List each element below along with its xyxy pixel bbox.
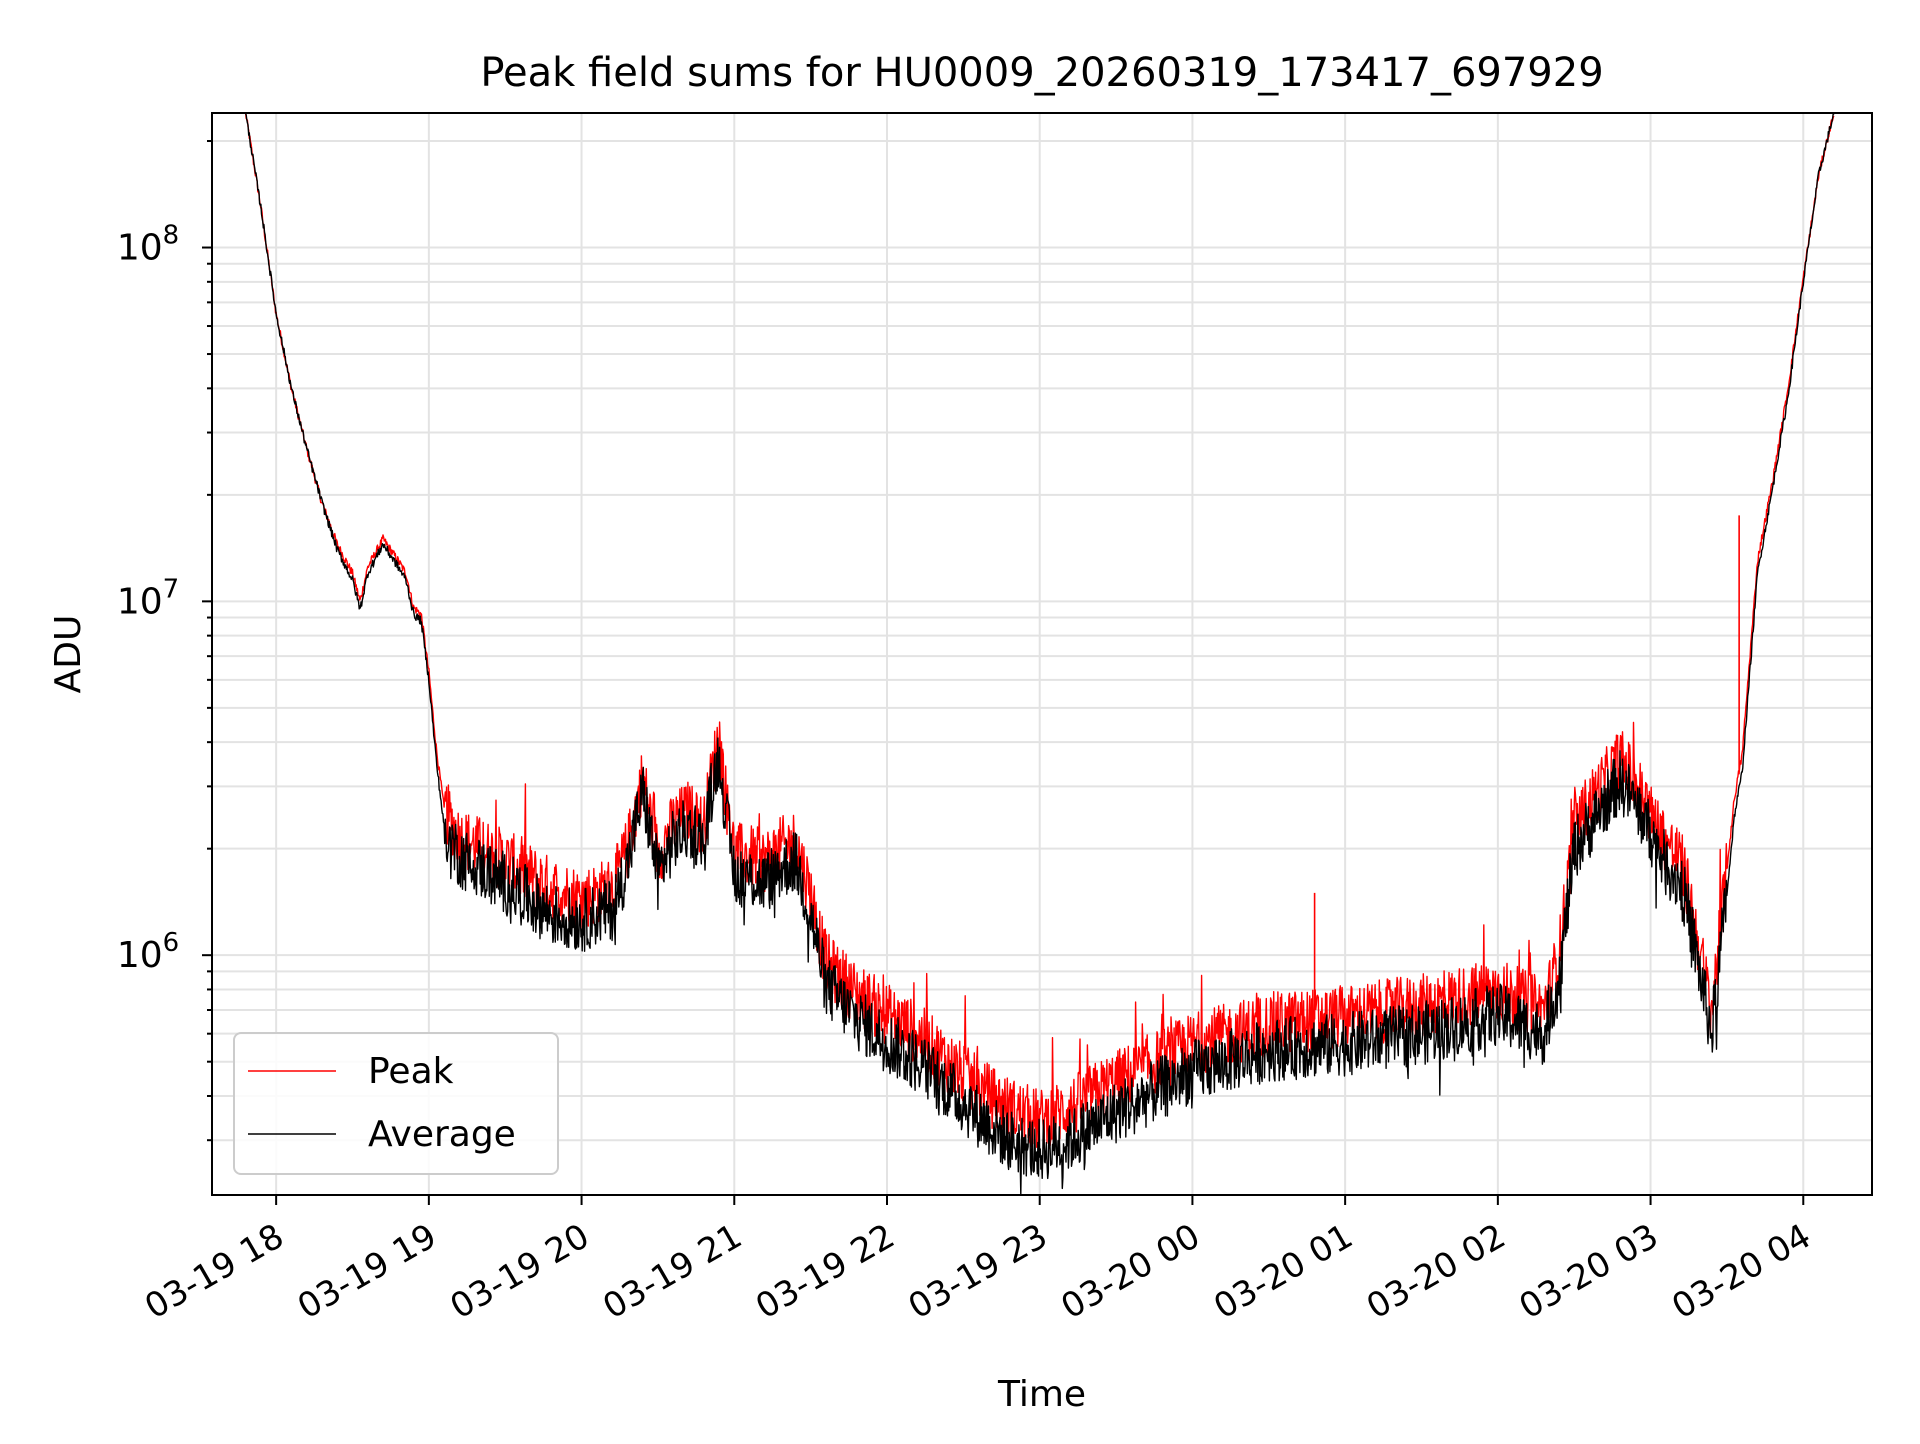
y-axis-label: ADU	[48, 615, 89, 694]
chart-title: Peak field sums for HU0009_20260319_1734…	[480, 50, 1603, 96]
legend: Peak Average	[233, 1032, 559, 1175]
x-tick-label: 03-19 20	[444, 1216, 596, 1327]
x-tick-label: 03-20 01	[1207, 1216, 1359, 1327]
x-tick-label: 03-19 18	[138, 1216, 290, 1327]
x-axis-ticks: 03-19 18 03-19 19 03-19 20 03-19 21 03-19 22…	[138, 1195, 1818, 1327]
y-tick-label-base: 10	[117, 935, 163, 976]
y-tick-label-exponent: 6	[163, 928, 180, 958]
legend-label-peak: Peak	[368, 1051, 454, 1092]
x-tick-label: 03-20 04	[1665, 1216, 1817, 1327]
y-tick-label-base: 10	[117, 228, 163, 269]
series-layer	[244, 112, 1835, 1195]
y-tick-label: 106	[117, 928, 179, 976]
series-line-average	[244, 112, 1835, 1195]
x-tick-label: 03-19 23	[902, 1216, 1054, 1327]
series-line-peak	[244, 112, 1835, 1150]
x-tick-label: 03-19 19	[291, 1216, 443, 1327]
x-tick-label: 03-19 21	[596, 1216, 748, 1327]
x-tick-label: 03-20 00	[1055, 1216, 1207, 1327]
x-tick-label: 03-20 03	[1513, 1216, 1665, 1327]
x-tick-label: 03-20 02	[1360, 1216, 1512, 1327]
legend-box	[233, 1032, 559, 1175]
y-tick-label: 108	[117, 221, 179, 269]
legend-label-average: Average	[368, 1114, 516, 1155]
x-tick-label: 03-19 22	[749, 1216, 901, 1327]
plot-area-frame	[211, 112, 1873, 1196]
x-axis-label: Time	[997, 1374, 1086, 1415]
y-tick-label-exponent: 8	[163, 221, 180, 251]
y-tick-label-exponent: 7	[163, 574, 180, 604]
y-tick-label-base: 10	[117, 581, 163, 622]
y-tick-label: 107	[117, 574, 179, 622]
